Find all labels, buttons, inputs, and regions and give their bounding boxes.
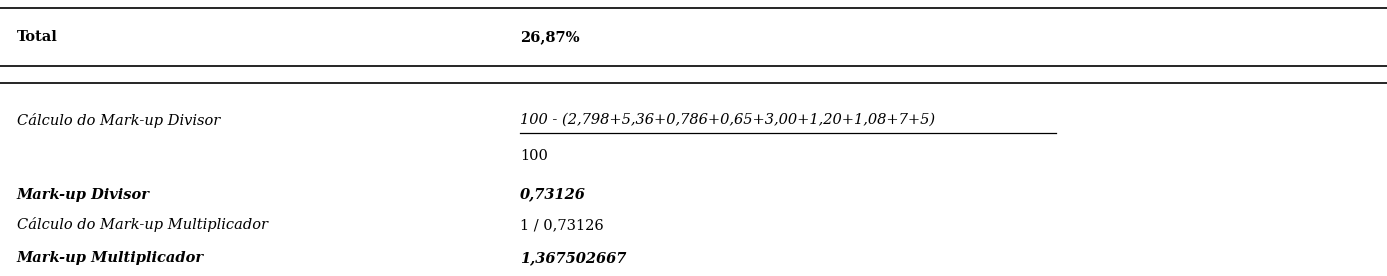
Text: 100 - (2,798+5,36+0,786+0,65+3,00+1,20+1,08+7+5): 100 - (2,798+5,36+0,786+0,65+3,00+1,20+1… <box>520 113 935 127</box>
Text: Cálculo do Mark-up Divisor: Cálculo do Mark-up Divisor <box>17 113 221 128</box>
Text: Mark-up Multiplicador: Mark-up Multiplicador <box>17 251 204 265</box>
Text: Total: Total <box>17 30 57 44</box>
Text: 1 / 0,73126: 1 / 0,73126 <box>520 218 603 232</box>
Text: 0,73126: 0,73126 <box>520 188 585 201</box>
Text: Mark-up Divisor: Mark-up Divisor <box>17 188 150 201</box>
Text: 100: 100 <box>520 149 548 163</box>
Text: Cálculo do Mark-up Multiplicador: Cálculo do Mark-up Multiplicador <box>17 217 268 232</box>
Text: 26,87%: 26,87% <box>520 30 580 44</box>
Text: 1,367502667: 1,367502667 <box>520 251 627 265</box>
